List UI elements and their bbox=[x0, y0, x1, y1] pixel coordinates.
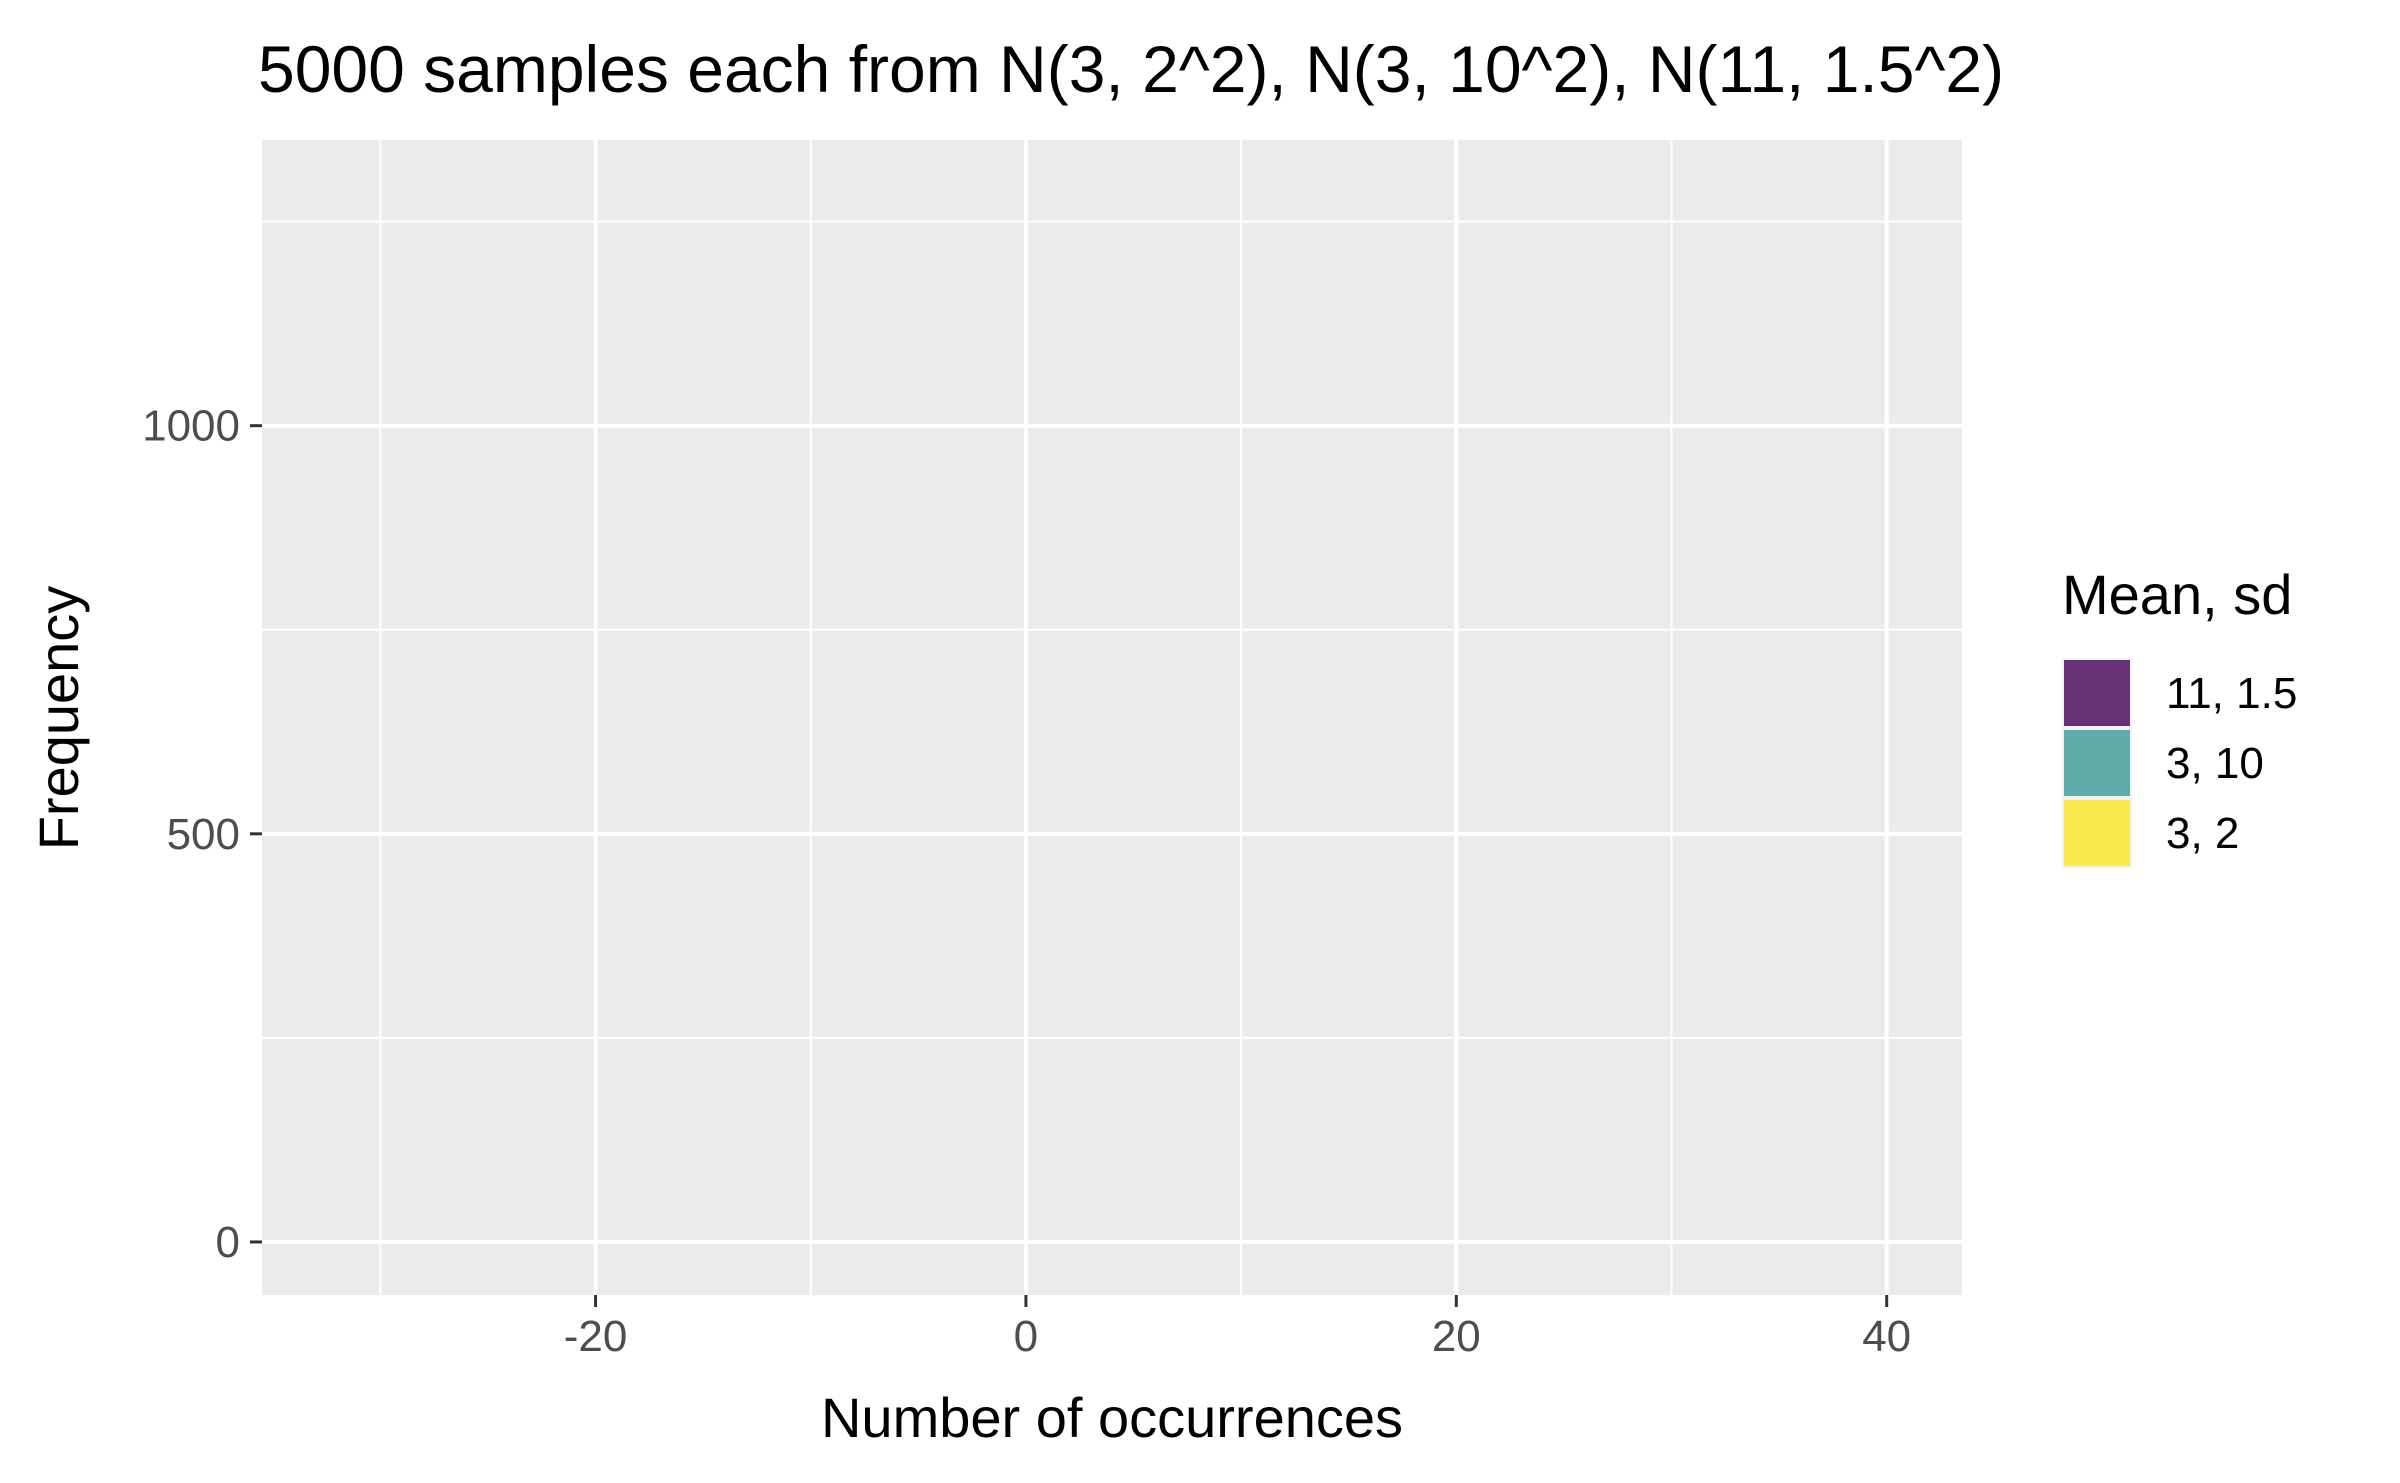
x-tick-label: 0 bbox=[1014, 1312, 1038, 1361]
x-axis-title: Number of occurrences bbox=[821, 1386, 1403, 1449]
legend-title: Mean, sd bbox=[2062, 563, 2292, 626]
y-tick-label: 0 bbox=[216, 1218, 240, 1267]
legend-item: 11, 1.5 bbox=[2062, 658, 2297, 728]
plot-panel bbox=[262, 140, 1962, 1295]
legend-label: 11, 1.5 bbox=[2166, 669, 2297, 718]
legend-key bbox=[2064, 730, 2130, 796]
legend-label: 3, 2 bbox=[2166, 809, 2239, 858]
legend-key bbox=[2064, 660, 2130, 726]
x-tick-label: 20 bbox=[1432, 1312, 1481, 1361]
legend-label: 3, 10 bbox=[2166, 739, 2264, 788]
y-tick-label: 1000 bbox=[142, 402, 240, 451]
y-tick-label: 500 bbox=[167, 810, 240, 859]
grid-lines bbox=[262, 140, 1962, 1295]
x-tick-label: 40 bbox=[1862, 1312, 1911, 1361]
legend: 11, 1.5 3, 10 3, 2 bbox=[2062, 658, 2297, 868]
x-tick-label: -20 bbox=[564, 1312, 628, 1361]
legend-key bbox=[2064, 800, 2130, 866]
y-axis-title: Frequency bbox=[27, 586, 90, 851]
axes: -20 0 20 40 0 500 1000 bbox=[142, 402, 1911, 1361]
chart-title: 5000 samples each from N(3, 2^2), N(3, 1… bbox=[258, 32, 2004, 106]
legend-item: 3, 10 bbox=[2062, 728, 2264, 798]
legend-item: 3, 2 bbox=[2062, 798, 2239, 868]
